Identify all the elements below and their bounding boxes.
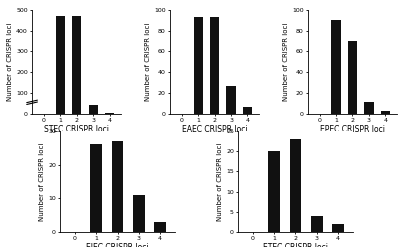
Bar (290, 139, 301, 232)
Bar (348, 41, 357, 114)
Y-axis label: Number of CRISPR loci: Number of CRISPR loci (284, 22, 290, 101)
X-axis label: ETEC CRISPR loci: ETEC CRISPR loci (263, 244, 328, 247)
X-axis label: EIEC CRISPR loci: EIEC CRISPR loci (86, 244, 149, 247)
Y-axis label: Number of CRISPR loci: Number of CRISPR loci (7, 22, 13, 101)
Y-axis label: Number of CRISPR loci: Number of CRISPR loci (39, 142, 45, 221)
X-axis label: EAEC CRISPR loci: EAEC CRISPR loci (182, 125, 247, 134)
X-axis label: STEC CRISPR loci: STEC CRISPR loci (44, 125, 109, 134)
Bar (210, 17, 219, 114)
Bar (89, 105, 97, 114)
Bar (112, 141, 124, 232)
Bar (56, 16, 65, 114)
Bar (243, 107, 252, 114)
Bar (227, 86, 235, 114)
Bar (133, 195, 145, 232)
Bar (105, 113, 114, 114)
Bar (91, 144, 102, 232)
Bar (365, 102, 373, 114)
Bar (332, 20, 340, 114)
Bar (72, 16, 81, 114)
X-axis label: EPEC CRISPR loci: EPEC CRISPR loci (320, 125, 385, 134)
Bar (268, 151, 280, 232)
Bar (332, 224, 344, 232)
Bar (194, 17, 203, 114)
Bar (381, 110, 390, 114)
Bar (311, 216, 322, 232)
Y-axis label: Number of CRISPR loci: Number of CRISPR loci (217, 142, 223, 221)
Y-axis label: Number of CRISPR loci: Number of CRISPR loci (146, 22, 152, 101)
Bar (154, 222, 166, 232)
